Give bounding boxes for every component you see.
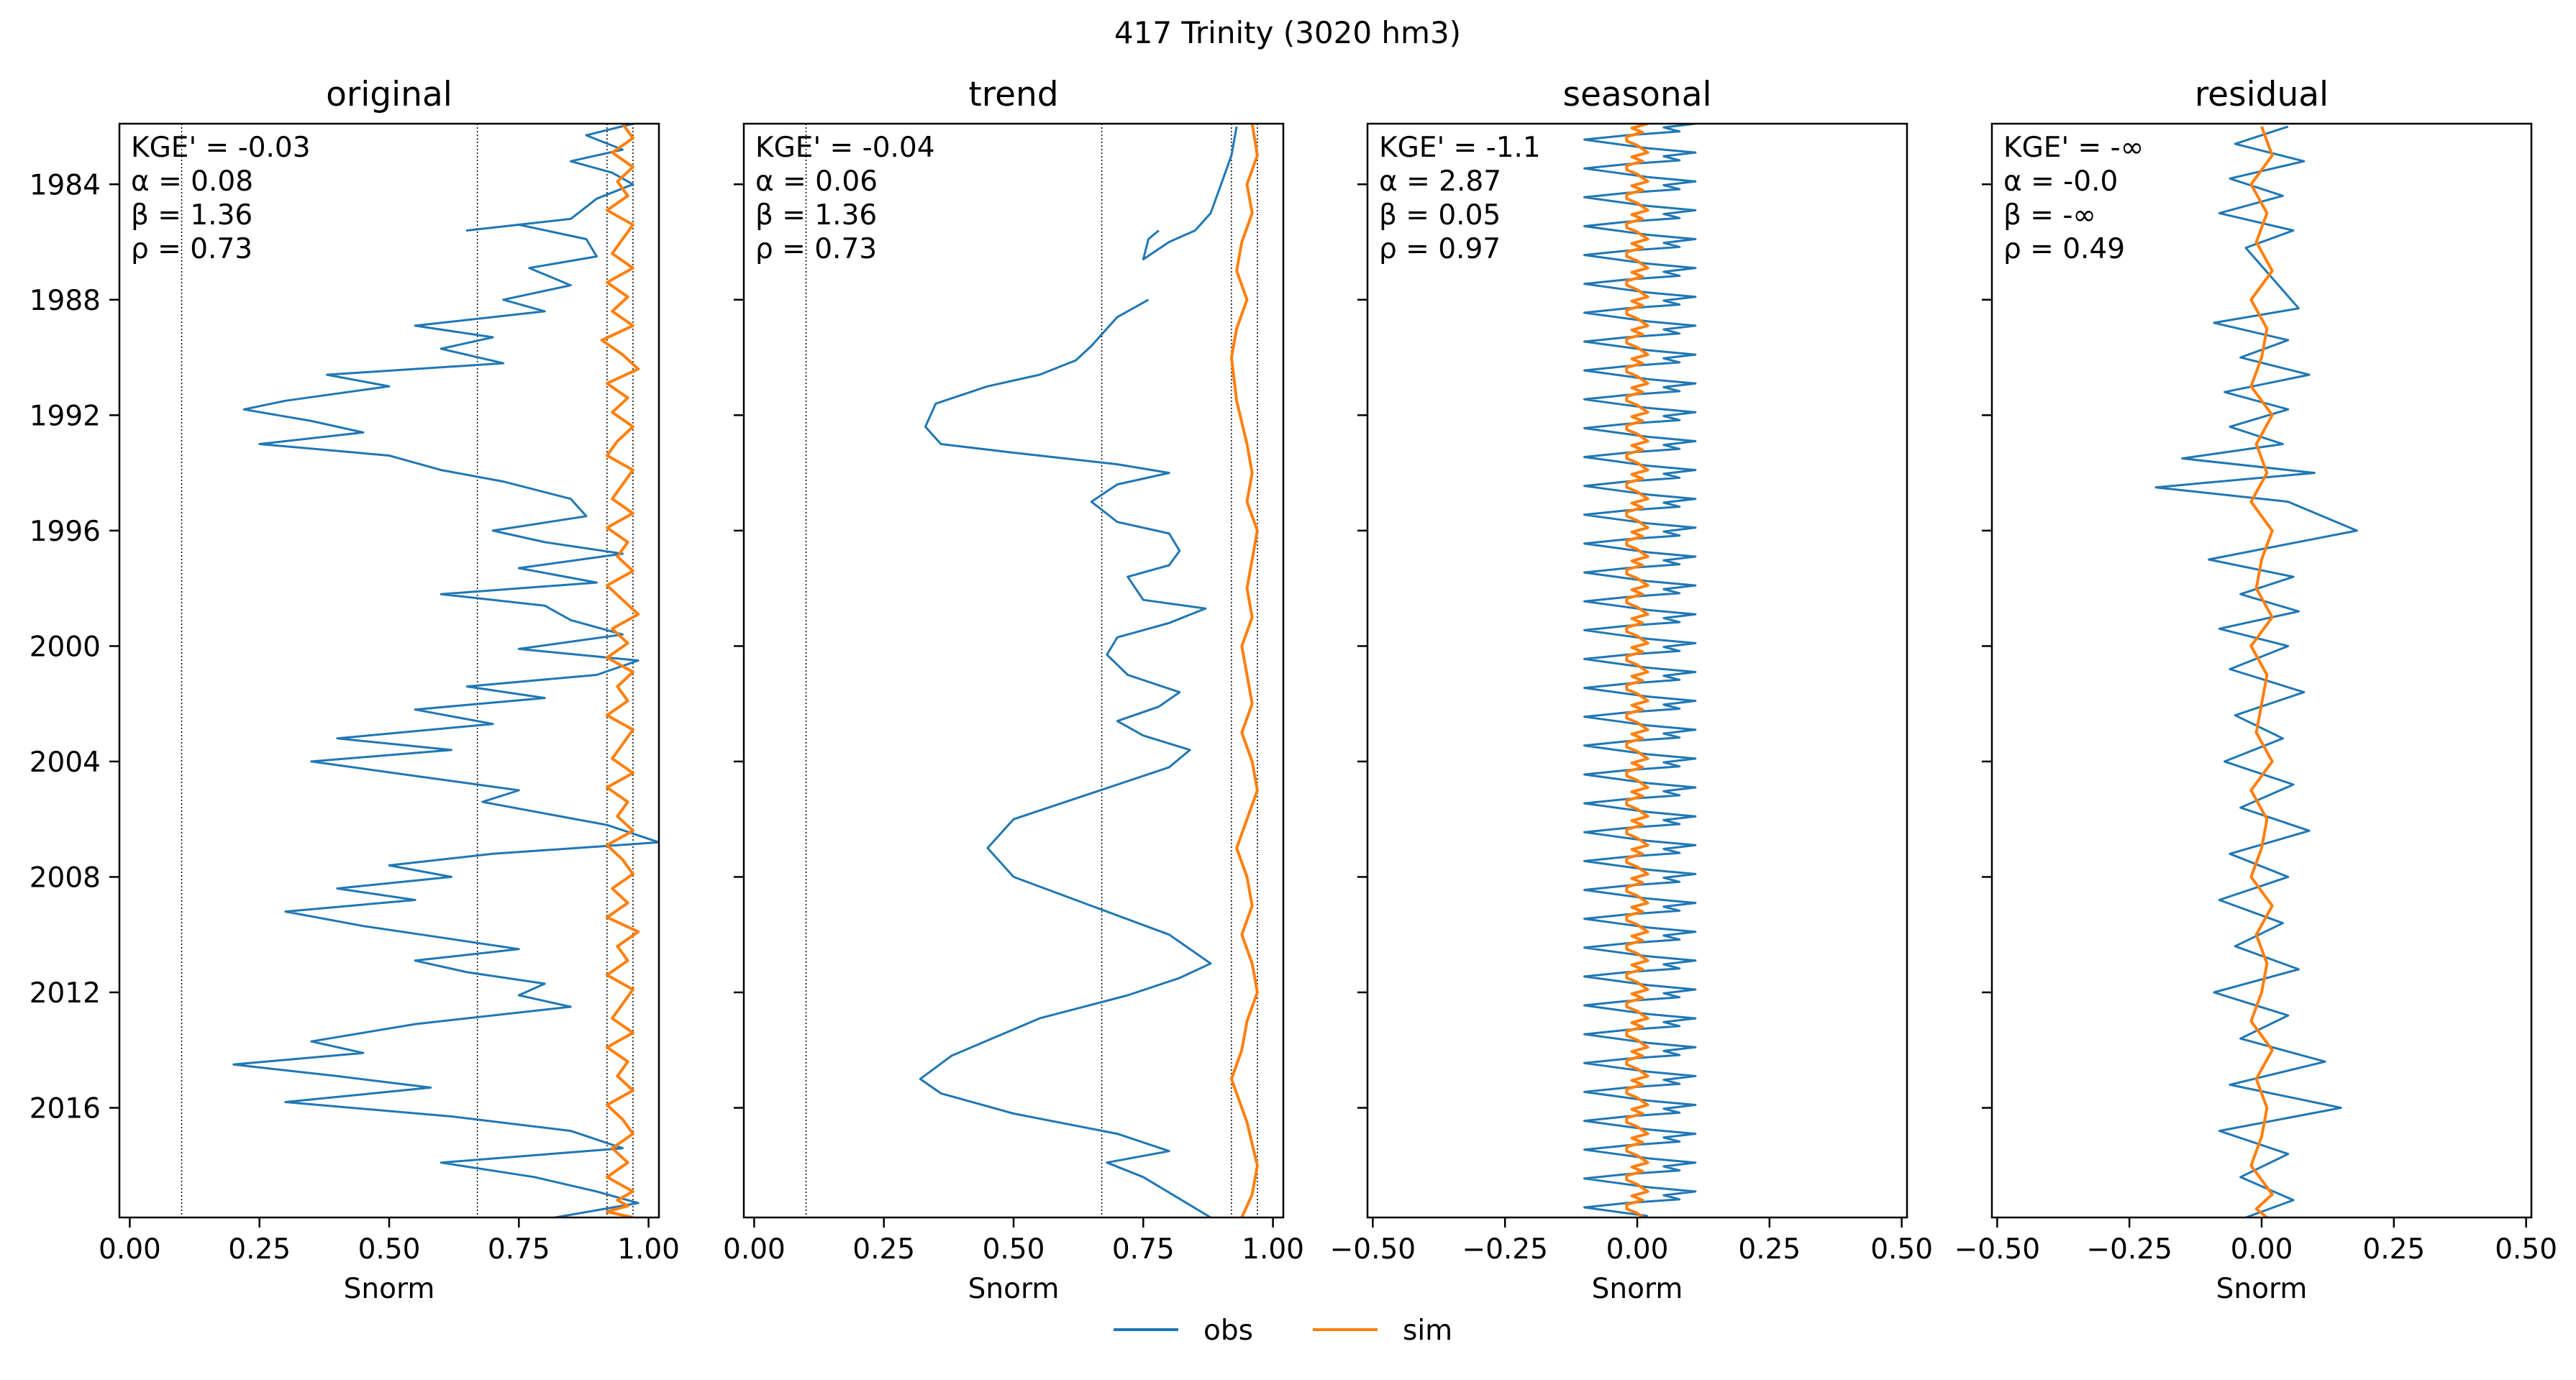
- y-tick-label: 1988: [29, 285, 101, 317]
- series-sim: [2249, 126, 2274, 1217]
- y-tick-label: 2016: [29, 1092, 101, 1125]
- x-tick-label: 0.50: [358, 1233, 421, 1266]
- series-sim: [1229, 124, 1259, 1217]
- panel-trend: trend 0.00 0.25 0.50 0.75 1.00 Snorm KGE' = -0.…: [723, 75, 1304, 1305]
- legend-label-obs: obs: [1203, 1315, 1253, 1347]
- x-axis-label: Snorm: [2216, 1273, 2308, 1305]
- metric-text: KGE' = -∞: [2003, 132, 2144, 164]
- axes-frame: [1990, 122, 2533, 1219]
- panel-title: original: [326, 75, 452, 114]
- panel-title: trend: [968, 75, 1058, 114]
- x-tick-label: 1.00: [1242, 1233, 1304, 1266]
- series-obs: [232, 124, 659, 1217]
- y-tick-label: 2004: [29, 746, 101, 779]
- figure-suptitle: 417 Trinity (3020 hm3): [1114, 15, 1461, 50]
- metric-text: KGE' = -0.04: [755, 132, 935, 164]
- x-tick-label: 0.75: [1112, 1233, 1175, 1266]
- y-tick-label: 2012: [29, 977, 101, 1010]
- metric-text: KGE' = -1.1: [1379, 132, 1541, 164]
- y-tick-label: 1996: [29, 516, 101, 548]
- metric-text: β = 0.05: [1379, 199, 1501, 232]
- metric-text: β = -∞: [2003, 199, 2096, 232]
- metric-text: α = 2.87: [1379, 165, 1501, 198]
- x-tick-label: 0.75: [488, 1233, 550, 1266]
- y-tick-label: 2000: [29, 631, 101, 663]
- panel-seasonal: seasonal −0.50 −0.25 0.00 0.25 0.50 Snorm KGE' …: [1330, 75, 1933, 1305]
- metric-text: α = 0.08: [131, 165, 253, 198]
- x-tick-label: −0.50: [1954, 1233, 2041, 1266]
- series-obs: [1583, 124, 1697, 1217]
- axes-frame: [742, 122, 1285, 1219]
- metric-text: KGE' = -0.03: [131, 132, 311, 164]
- panel-title: residual: [2195, 75, 2329, 114]
- panel-residual: residual −0.50 −0.25 0.00 0.25 0.50 Snorm KGE' …: [1954, 75, 2557, 1305]
- metric-text: ρ = 0.73: [131, 233, 252, 265]
- y-tick-label: 2008: [29, 862, 101, 894]
- plot-area: [181, 124, 659, 1217]
- x-axis-label: Snorm: [968, 1273, 1060, 1305]
- plot-area: [1583, 124, 1697, 1217]
- x-tick-label: 0.25: [852, 1233, 915, 1266]
- x-tick-label: 0.00: [2231, 1233, 2293, 1266]
- x-tick-label: 0.25: [2362, 1233, 2425, 1266]
- x-tick-label: 0.00: [723, 1233, 786, 1266]
- metric-text: α = 0.06: [755, 165, 878, 198]
- panels: original 0.00 0.25 0.50 0.75 1.00 Snorm 1984 198…: [29, 75, 2557, 1305]
- x-tick-label: −0.25: [1462, 1233, 1548, 1266]
- legend-label-sim: sim: [1403, 1315, 1452, 1347]
- metric-text: ρ = 0.49: [2003, 233, 2125, 265]
- series-sim: [1625, 124, 1649, 1217]
- metric-text: β = 1.36: [131, 199, 252, 232]
- x-tick-label: −0.50: [1330, 1233, 1416, 1266]
- series-obs: [2154, 125, 2358, 1217]
- y-tick-label: 1992: [29, 400, 101, 432]
- x-tick-label: 0.25: [228, 1233, 291, 1266]
- x-tick-label: 0.50: [2495, 1233, 2557, 1266]
- metric-text: α = -0.0: [2003, 165, 2118, 198]
- series-sim: [600, 124, 640, 1217]
- metric-text: β = 1.36: [755, 199, 877, 232]
- x-tick-label: 0.00: [1606, 1233, 1669, 1266]
- x-tick-label: 1.00: [617, 1233, 680, 1266]
- plot-area: [2154, 125, 2358, 1217]
- metric-text: ρ = 0.73: [755, 233, 877, 265]
- x-tick-label: 0.00: [99, 1233, 161, 1266]
- metric-text: ρ = 0.97: [1379, 233, 1501, 265]
- x-tick-label: 0.25: [1738, 1233, 1801, 1266]
- x-tick-label: −0.25: [2086, 1233, 2172, 1266]
- legend: obs sim: [1114, 1315, 1452, 1347]
- y-tick-label: 1984: [29, 169, 101, 201]
- panel-original: original 0.00 0.25 0.50 0.75 1.00 Snorm 1984 198…: [29, 75, 680, 1305]
- x-tick-label: 0.50: [1870, 1233, 1933, 1266]
- axes-frame: [118, 122, 660, 1219]
- plot-area: [805, 124, 1259, 1217]
- x-axis-label: Snorm: [344, 1273, 435, 1305]
- panel-title: seasonal: [1562, 75, 1711, 114]
- x-tick-label: 0.50: [983, 1233, 1045, 1266]
- x-axis-label: Snorm: [1592, 1273, 1683, 1305]
- series-obs: [919, 298, 1212, 1217]
- series-obs: [1142, 126, 1238, 261]
